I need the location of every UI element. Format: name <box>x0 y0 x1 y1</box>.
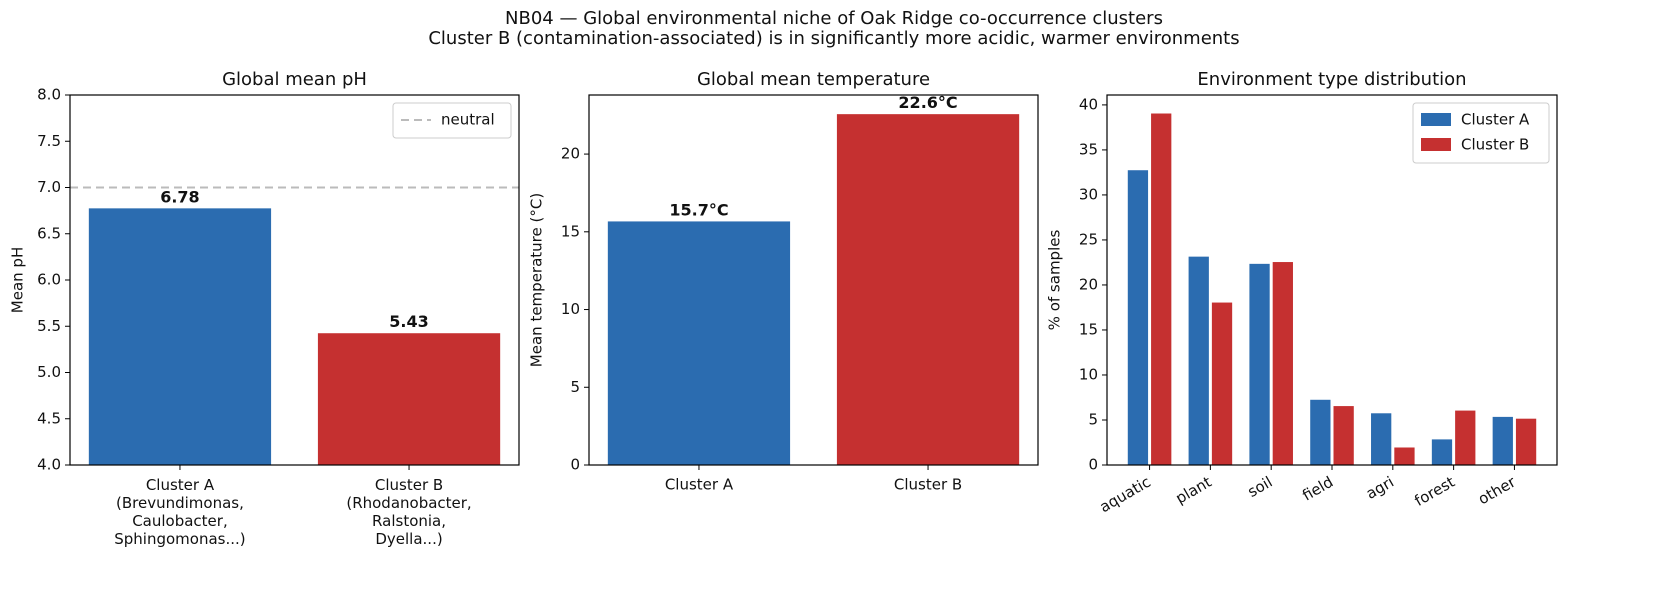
x-tick-label: field <box>1299 473 1336 505</box>
y-tick-label: 5.5 <box>37 317 61 335</box>
bar <box>1248 262 1271 466</box>
y-tick-label: 20 <box>561 145 580 163</box>
bar <box>1126 169 1150 466</box>
x-tick-label: agri <box>1363 473 1397 503</box>
value-label: 15.7°C <box>669 200 728 219</box>
x-tick-label: forest <box>1411 473 1458 510</box>
y-tick-label: 7.5 <box>37 132 61 150</box>
y-tick-label: 6.0 <box>37 271 61 289</box>
figure-subtitle: Cluster B (contamination-associated) is … <box>428 28 1239 49</box>
legend-label: Cluster B <box>1461 136 1529 154</box>
y-tick-label: 35 <box>1079 140 1098 158</box>
bar <box>1514 417 1538 466</box>
legend-swatch <box>1421 138 1451 151</box>
bar <box>1393 446 1416 466</box>
value-label: 6.78 <box>160 187 199 206</box>
y-tick-label: 5 <box>1088 410 1098 428</box>
x-tick-label: other <box>1475 472 1519 508</box>
y-tick-label: 40 <box>1079 95 1098 113</box>
x-tick-label: Cluster B <box>894 476 962 494</box>
y-tick-label: 20 <box>1079 275 1098 293</box>
y-tick-label: 6.5 <box>37 224 61 242</box>
y-tick-label: 15 <box>561 222 580 240</box>
y-tick-label: 10 <box>561 300 580 318</box>
x-tick-label: soil <box>1245 473 1276 501</box>
y-axis-label: % of samples <box>1046 230 1064 331</box>
bar <box>1370 412 1393 466</box>
bar <box>316 332 502 466</box>
bar <box>1271 261 1294 466</box>
axes-frame <box>1106 94 1558 466</box>
bar <box>1210 301 1234 466</box>
x-tick-label: Cluster B (Rhodanobacter, Ralstonia, Dyella… <box>346 476 471 548</box>
x-tick-label: Cluster A <box>665 476 734 494</box>
legend-swatch <box>1421 113 1451 126</box>
axes-title: Environment type distribution <box>1197 69 1466 90</box>
bar <box>1309 398 1332 466</box>
axes-title: Global mean temperature <box>697 69 930 90</box>
value-label: 5.43 <box>389 312 428 331</box>
y-tick-label: 4.5 <box>37 409 61 427</box>
legend-label: neutral <box>441 111 495 129</box>
bar <box>1430 438 1454 466</box>
y-tick-label: 10 <box>1079 365 1098 383</box>
bar <box>606 220 792 466</box>
legend-label: Cluster A <box>1461 111 1530 129</box>
x-tick-label: Cluster A (Brevundimonas, Caulobacter, Sphi… <box>114 476 245 548</box>
x-tick-label: aquatic <box>1097 473 1154 516</box>
figure-title: NB04 — Global environmental niche of Oak… <box>505 8 1163 29</box>
y-tick-label: 0 <box>1088 456 1098 474</box>
y-tick-label: 15 <box>1079 320 1098 338</box>
bar <box>1150 112 1173 466</box>
bar <box>1332 405 1355 466</box>
y-tick-label: 7.0 <box>37 178 61 196</box>
x-tick-label: plant <box>1172 473 1214 508</box>
y-tick-label: 5.0 <box>37 363 61 381</box>
value-label: 22.6°C <box>898 93 957 112</box>
bar <box>87 207 273 466</box>
y-tick-label: 5 <box>570 378 580 396</box>
bar <box>1454 409 1477 466</box>
y-tick-label: 0 <box>570 456 580 474</box>
y-axis-label: Mean temperature (°C) <box>528 193 546 367</box>
y-tick-label: 4.0 <box>37 456 61 474</box>
axes-frame <box>588 94 1039 466</box>
bar <box>835 113 1021 466</box>
y-axis-label: Mean pH <box>9 247 27 313</box>
axes-title: Global mean pH <box>222 69 367 90</box>
y-tick-label: 30 <box>1079 185 1098 203</box>
axes-frame <box>69 94 520 466</box>
legend-box <box>392 102 512 139</box>
y-tick-label: 25 <box>1079 230 1098 248</box>
y-tick-label: 8.0 <box>37 86 61 104</box>
bar <box>1491 415 1514 466</box>
bar <box>1187 255 1210 466</box>
